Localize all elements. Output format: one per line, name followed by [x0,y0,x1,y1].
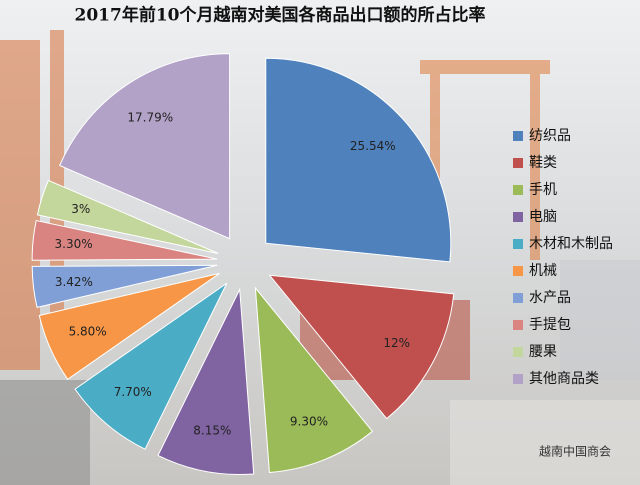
data-label: 3% [71,202,90,216]
legend-label: 纺织品 [529,128,571,144]
legend-label: 手机 [529,182,557,198]
legend-swatch [513,347,523,357]
legend-swatch [513,185,523,195]
pie-slice [268,274,455,420]
pie-slice [31,219,218,261]
pie-slice [59,53,231,240]
legend-label: 鞋类 [529,155,557,171]
data-label: 9.30% [290,414,328,428]
legend-swatch [513,158,523,168]
data-label: 3.30% [55,237,93,251]
legend-swatch [513,266,523,276]
legend-label: 水产品 [529,290,571,306]
pie-slice [36,179,219,254]
legend-label: 其他商品类 [529,371,599,387]
data-label: 8.15% [193,424,231,438]
data-label: 7.70% [114,385,152,399]
chart-title: 2017年前10个月越南对美国各商品出口额的所占比率 [75,5,486,26]
legend-label: 木材和木制品 [529,236,613,252]
data-label: 3.42% [55,275,93,289]
legend-label: 机械 [529,263,557,279]
legend-swatch [513,131,523,141]
pie-slice [265,57,452,263]
legend-swatch [513,320,523,330]
pie-slice [254,286,374,474]
data-label: 25.54% [350,139,396,153]
pie-slice [74,282,228,450]
watermark: 越南中国商会 [539,444,611,459]
legend-swatch [513,212,523,222]
legend-swatch [513,293,523,303]
legend-label: 电脑 [529,209,557,225]
data-label: 17.79% [127,111,173,125]
data-label: 12% [383,336,410,350]
legend-swatch [513,374,523,384]
pie-slice [31,264,218,309]
legend-swatch [513,239,523,249]
pie-slice [157,287,255,475]
data-label: 5.80% [69,325,107,339]
pie-slice [38,272,220,380]
legend-label: 手提包 [529,317,571,333]
legend-label: 腰果 [529,344,557,360]
